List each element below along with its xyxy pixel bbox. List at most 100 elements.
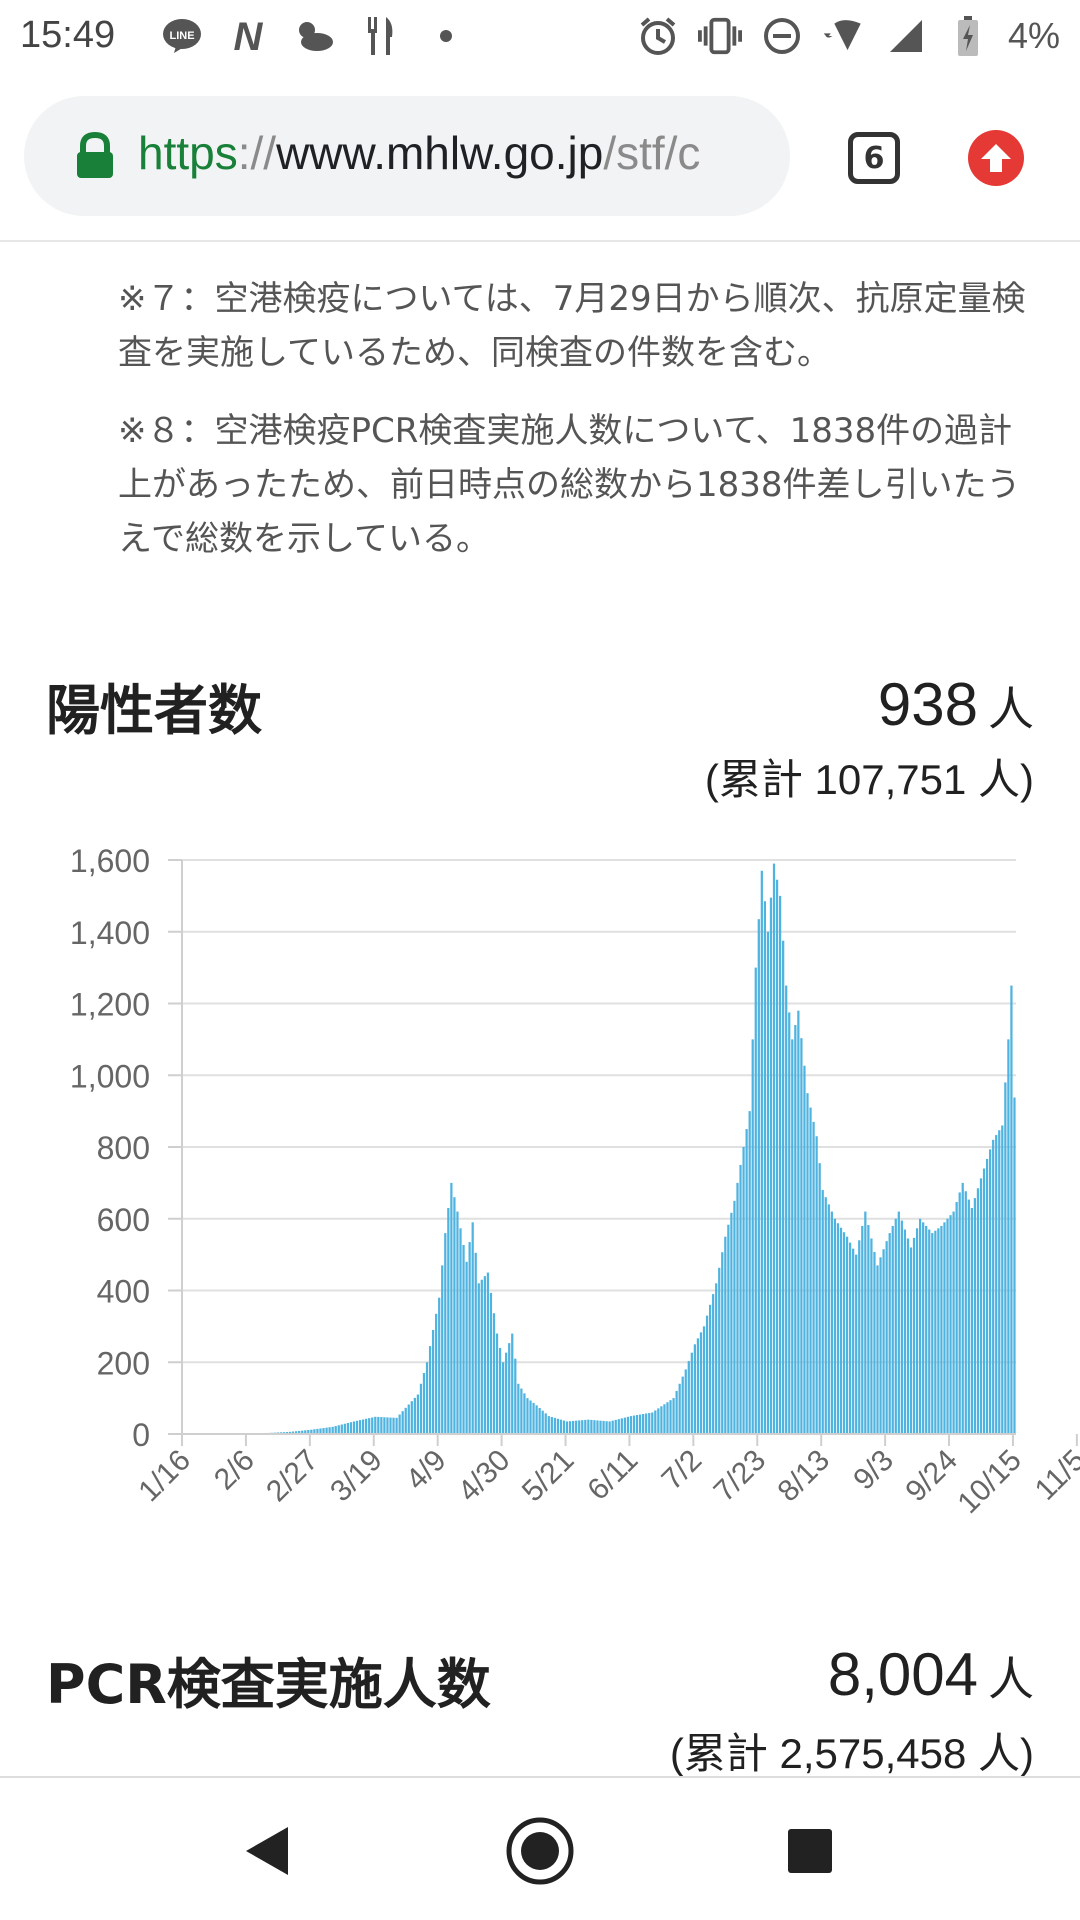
- y-tick-label: 1,200: [70, 987, 150, 1023]
- chart-bar: [465, 1261, 468, 1434]
- positives-value: 938 人: [878, 670, 1034, 739]
- wifi-icon: [822, 14, 866, 58]
- chart-bar: [398, 1414, 401, 1434]
- chart-bar: [712, 1294, 715, 1434]
- chart-bar: [395, 1417, 398, 1434]
- chart-bar: [295, 1431, 298, 1434]
- url-bar[interactable]: https://www.mhlw.go.jp/stf/c: [24, 96, 790, 216]
- chart-bar: [328, 1427, 331, 1434]
- chart-bar: [654, 1410, 657, 1434]
- chart-bar: [964, 1191, 967, 1434]
- restaurant-icon: [358, 14, 402, 58]
- chart-bar: [855, 1254, 858, 1434]
- chart-bar: [766, 931, 770, 1434]
- chart-bar: [590, 1419, 593, 1434]
- recents-button[interactable]: [765, 1806, 855, 1896]
- chart-bar: [404, 1407, 407, 1434]
- chart-bar: [462, 1245, 465, 1434]
- chart-bar: [675, 1390, 678, 1434]
- chart-bar: [572, 1420, 575, 1434]
- chart-bar: [775, 879, 779, 1434]
- chart-bar: [529, 1400, 532, 1434]
- chart-bar: [1010, 985, 1013, 1434]
- chart-bar: [648, 1412, 651, 1434]
- chart-bar: [845, 1236, 849, 1434]
- chart-bar: [371, 1417, 374, 1434]
- update-chrome-button[interactable]: [968, 130, 1024, 186]
- chart-bar: [368, 1418, 371, 1434]
- tab-switcher-button[interactable]: 6: [848, 132, 900, 184]
- back-button[interactable]: [222, 1806, 312, 1896]
- chart-bar: [486, 1272, 490, 1434]
- chart-bar: [1013, 1097, 1016, 1434]
- chart-bar: [1001, 1125, 1004, 1434]
- chart-bar: [645, 1413, 648, 1434]
- chart-bar: [888, 1233, 891, 1434]
- chart-bar: [769, 897, 773, 1434]
- back-icon: [246, 1827, 288, 1875]
- chart-bar: [468, 1242, 471, 1434]
- chart-bar: [970, 1207, 973, 1434]
- chart-bar: [748, 1111, 751, 1434]
- chart-bar: [638, 1414, 642, 1434]
- chart-bar: [809, 1107, 812, 1434]
- positives-title: 陽性者数: [46, 679, 262, 742]
- chart-bar: [578, 1420, 581, 1434]
- dnd-icon: [760, 14, 804, 58]
- pcr-cumulative: (累計 2,575,458 人): [669, 1730, 1034, 1777]
- chart-bar: [669, 1400, 672, 1434]
- chart-bar: [708, 1304, 712, 1434]
- y-tick-label: 400: [97, 1274, 150, 1310]
- chart-bar: [827, 1204, 830, 1434]
- home-button[interactable]: [495, 1806, 585, 1896]
- vibrate-icon: [697, 14, 742, 58]
- chart-bar: [291, 1431, 295, 1434]
- x-tick-label: 9/3: [847, 1444, 900, 1497]
- x-tick-label: 1/16: [132, 1444, 197, 1509]
- chart-bar: [547, 1416, 550, 1434]
- chart-bar: [307, 1430, 310, 1434]
- chart-bar: [782, 940, 785, 1434]
- chart-bar: [943, 1222, 946, 1434]
- chart-bar: [705, 1315, 709, 1434]
- y-tick-label: 1,400: [70, 915, 150, 951]
- chart-bar: [322, 1428, 325, 1434]
- chart-bar: [635, 1415, 639, 1434]
- chart-bar: [489, 1292, 493, 1434]
- chart-bar: [976, 1188, 980, 1434]
- line-icon: LINE: [160, 14, 204, 58]
- signal-icon: [884, 14, 928, 58]
- positives-chart: 0 200 400 600 800 1,000 1,200 1,400 1,600 1/16 2/…: [0, 820, 1080, 1540]
- chart-bar: [505, 1352, 508, 1434]
- chart-bar: [678, 1383, 681, 1434]
- chart-bar: [568, 1421, 572, 1434]
- chart-bar: [870, 1238, 873, 1434]
- chart-bar: [742, 1147, 745, 1434]
- chart-bar: [581, 1420, 584, 1434]
- chart-bar: [958, 1192, 961, 1434]
- chart-bar: [873, 1251, 876, 1434]
- chart-bar: [608, 1421, 611, 1434]
- chart-bar: [550, 1416, 553, 1434]
- chart-bar: [532, 1402, 535, 1434]
- chart-bar: [785, 985, 788, 1434]
- lock-icon[interactable]: [72, 131, 118, 180]
- positives-count: 938: [877, 671, 978, 738]
- chart-bar: [800, 1038, 803, 1434]
- chart-bar: [450, 1182, 453, 1434]
- chart-bar: [593, 1420, 596, 1434]
- chart-bar: [848, 1242, 852, 1434]
- chart-bar: [821, 1190, 824, 1434]
- y-tick-label: 200: [97, 1345, 150, 1381]
- chart-bar: [419, 1383, 423, 1434]
- y-tick-label: 1,000: [70, 1058, 150, 1094]
- chart-bar: [885, 1241, 888, 1434]
- chart-bar: [751, 1039, 754, 1434]
- chart-bar: [995, 1135, 998, 1434]
- url-text[interactable]: https://www.mhlw.go.jp/stf/c: [138, 126, 783, 180]
- chart-bar: [894, 1218, 897, 1434]
- chart-bar: [684, 1369, 687, 1434]
- chart-bar: [992, 1139, 995, 1434]
- chart-bar: [897, 1211, 900, 1434]
- chart-bar: [982, 1168, 986, 1434]
